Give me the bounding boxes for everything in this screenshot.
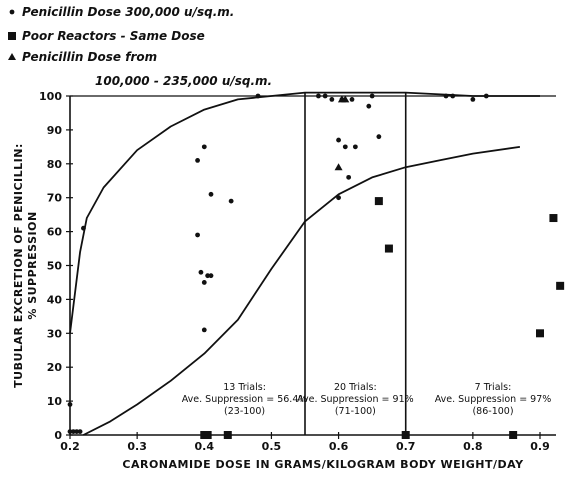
data-point-circle (74, 429, 80, 435)
data-point-circle (342, 144, 348, 150)
legend-marker-square (8, 32, 16, 40)
data-point-circle (201, 144, 207, 150)
data-point-square (536, 329, 544, 338)
legend-entry-label: Penicillin Dose 300,000 u/sq.m. (22, 5, 234, 19)
y-axis-label-line-2: % SUPPRESSION (26, 211, 39, 319)
annotation-text: (86-100) (472, 406, 513, 417)
x-tick-label: 0.9 (530, 440, 550, 453)
data-point-circle (470, 96, 476, 102)
annotation-text: 20 Trials: (334, 382, 377, 393)
x-tick-label: 0.8 (463, 440, 483, 453)
legend-entry-label: 100,000 - 235,000 u/sq.m. (95, 74, 272, 88)
y-tick-label: 60 (47, 226, 63, 239)
annotation-text: Ave. Suppression = 91% (297, 394, 414, 405)
data-point-circle (228, 198, 234, 204)
data-point-circle (201, 280, 207, 285)
y-tick-label: 80 (47, 158, 63, 171)
y-tick-label: 0 (54, 429, 62, 442)
data-point-square (374, 197, 383, 206)
data-point-circle (77, 429, 83, 435)
data-point-square (549, 214, 558, 223)
annotation-text: Ave. Suppression = 97% (435, 394, 552, 405)
annotations: 13 Trials:Ave. Suppression = 56.4%(23-10… (182, 382, 552, 417)
x-axis-label: CARONAMIDE DOSE IN GRAMS/KILOGRAM BODY W… (122, 458, 524, 471)
axes: 0 10 20 30 40 50 60 70 80 90 100 0.2 0.3 0.4 0.5 0.6 0.7… (12, 90, 556, 471)
legend-entry-label: Penicillin Dose from (22, 50, 157, 64)
data-point-circle (336, 137, 341, 143)
annotation-text: (71-100) (335, 406, 376, 417)
data-point-circle (352, 144, 358, 150)
fitted-curve-2 (82, 146, 521, 436)
data-point-circle (195, 158, 200, 163)
legend: Penicillin Dose 300,000 u/sq.m. Poor Reac… (8, 5, 272, 88)
data-point-circle (349, 96, 355, 102)
data-point-circle (366, 103, 372, 109)
annotation-text: (23-100) (224, 406, 265, 417)
data-point-circle (208, 191, 214, 197)
x-tick-label: 0.2 (60, 440, 80, 453)
y-tick-label: 50 (47, 260, 63, 273)
fitted-curve-1 (69, 91, 540, 334)
data-point-circle (81, 225, 86, 231)
data-point-circle (198, 269, 204, 275)
x-tick-label: 0.7 (396, 440, 416, 453)
y-tick-label: 90 (47, 124, 63, 137)
y-tick-label: 30 (47, 327, 63, 340)
data-point-circle (336, 195, 341, 201)
data-point-circle (195, 232, 200, 238)
annotation-text: 7 Trials: (475, 382, 512, 393)
data-point-circle (70, 429, 76, 435)
data-point-circle (205, 273, 211, 279)
annotation-text: Ave. Suppression = 56.4% (182, 394, 308, 405)
x-tick-label: 0.5 (262, 440, 282, 453)
y-axis-label-line-1: TUBULAR EXCRETION OF PENICILLIN: (12, 143, 25, 388)
data-point-circle (208, 273, 214, 279)
data-point-circle (329, 96, 335, 102)
y-tick-label: 10 (47, 395, 63, 408)
data-point-square (384, 244, 393, 253)
y-tick-label: 70 (47, 192, 63, 205)
data-point-circle (376, 134, 382, 140)
data-point-square (556, 281, 565, 290)
data-point-triangle (341, 95, 350, 103)
y-tick-label: 100 (39, 90, 62, 103)
fitted-curves (69, 91, 540, 436)
x-tick-label: 0.4 (195, 440, 215, 453)
x-tick-label: 0.3 (127, 440, 147, 453)
y-tick-label: 20 (47, 361, 63, 374)
legend-entry-label: Poor Reactors - Same Dose (22, 29, 205, 43)
section-dividers (304, 92, 407, 435)
data-point-triangle (334, 163, 343, 171)
annotation-text: 13 Trials: (223, 382, 266, 393)
legend-marker-circle (9, 9, 15, 15)
data-point-circle (346, 174, 352, 180)
y-tick-label: 40 (47, 293, 63, 306)
x-tick-label: 0.6 (329, 440, 349, 453)
legend-marker-triangle (8, 53, 16, 60)
data-point-circle (201, 327, 207, 333)
